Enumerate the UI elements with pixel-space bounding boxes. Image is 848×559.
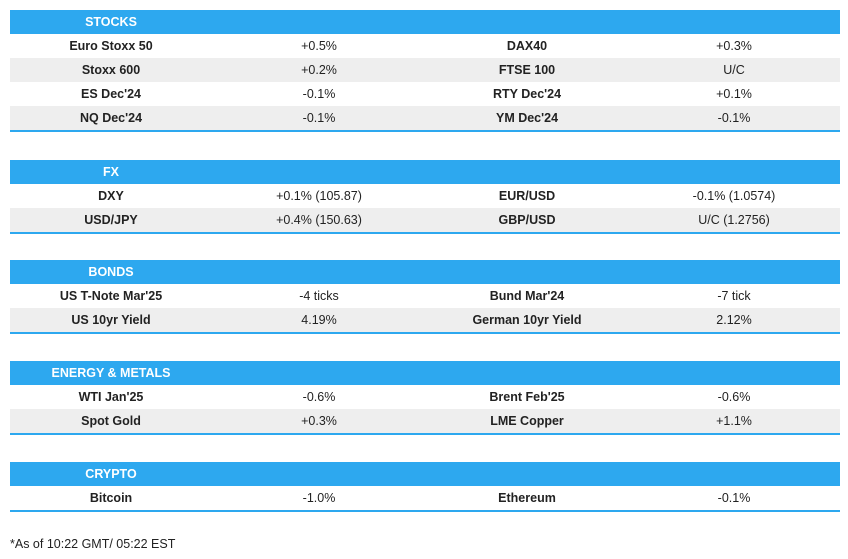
instrument-name: US T-Note Mar'25 xyxy=(59,289,163,303)
section-title: CRYPTO xyxy=(85,467,137,481)
table-row: Stoxx 600 +0.2% FTSE 100 U/C xyxy=(10,58,840,82)
instrument-change: -0.1% xyxy=(302,87,336,101)
table-row: NQ Dec'24 -0.1% YM Dec'24 -0.1% xyxy=(10,106,840,130)
instrument-name: EUR/USD xyxy=(498,189,556,203)
section-title: BONDS xyxy=(88,265,134,279)
table-row: Euro Stoxx 50 +0.5% DAX40 +0.3% xyxy=(10,34,840,58)
section-header: ENERGY & METALS xyxy=(10,361,840,385)
instrument-change: -4 ticks xyxy=(299,289,339,303)
instrument-change: -0.1% xyxy=(717,111,751,125)
instrument-change: -1.0% xyxy=(302,491,336,505)
section-header: CRYPTO xyxy=(10,462,840,486)
instrument-change: -0.1% xyxy=(717,491,751,505)
section-title: STOCKS xyxy=(85,15,137,29)
instrument-name: RTY Dec'24 xyxy=(492,87,562,101)
table-row: WTI Jan'25 -0.6% Brent Feb'25 -0.6% xyxy=(10,385,840,409)
bonds-section: BONDS US T-Note Mar'25 -4 ticks Bund Mar… xyxy=(10,260,840,334)
table-row: US T-Note Mar'25 -4 ticks Bund Mar'24 -7… xyxy=(10,284,840,308)
section-divider xyxy=(10,433,840,435)
instrument-change: 4.19% xyxy=(301,313,337,327)
section-header: STOCKS xyxy=(10,10,840,34)
table-row: Bitcoin -1.0% Ethereum -0.1% xyxy=(10,486,840,510)
section-divider xyxy=(10,332,840,334)
instrument-name: Bund Mar'24 xyxy=(489,289,565,303)
instrument-change: -0.6% xyxy=(717,390,751,404)
section-divider xyxy=(10,232,840,234)
instrument-change: +1.1% xyxy=(716,414,752,428)
instrument-name: LME Copper xyxy=(490,414,564,428)
instrument-name: Euro Stoxx 50 xyxy=(69,39,153,53)
instrument-name: ES Dec'24 xyxy=(81,87,141,101)
crypto-section: CRYPTO Bitcoin -1.0% Ethereum -0.1% xyxy=(10,462,840,512)
section-header: FX xyxy=(10,160,840,184)
instrument-name: DXY xyxy=(98,189,124,203)
instrument-name: German 10yr Yield xyxy=(472,313,582,327)
instrument-name: FTSE 100 xyxy=(498,63,556,77)
instrument-change: 2.12% xyxy=(716,313,752,327)
section-title: FX xyxy=(103,165,119,179)
instrument-name: USD/JPY xyxy=(84,213,138,227)
instrument-name: Ethereum xyxy=(498,491,556,505)
instrument-change: -0.6% xyxy=(302,390,336,404)
instrument-name: WTI Jan'25 xyxy=(78,390,144,404)
stocks-section: STOCKS Euro Stoxx 50 +0.5% DAX40 +0.3% S… xyxy=(10,10,840,132)
instrument-name: Stoxx 600 xyxy=(81,63,141,77)
instrument-change: +0.1% xyxy=(716,87,752,101)
instrument-name: Spot Gold xyxy=(81,414,141,428)
energy-metals-section: ENERGY & METALS WTI Jan'25 -0.6% Brent F… xyxy=(10,361,840,435)
instrument-change: -7 tick xyxy=(717,289,751,303)
instrument-change: +0.5% xyxy=(301,39,337,53)
instrument-name: US 10yr Yield xyxy=(71,313,151,327)
instrument-change: +0.3% xyxy=(301,414,337,428)
instrument-name: GBP/USD xyxy=(498,213,556,227)
table-row: ES Dec'24 -0.1% RTY Dec'24 +0.1% xyxy=(10,82,840,106)
section-divider xyxy=(10,130,840,132)
instrument-name: YM Dec'24 xyxy=(495,111,559,125)
instrument-change: +0.4% (150.63) xyxy=(276,213,362,227)
table-row: USD/JPY +0.4% (150.63) GBP/USD U/C (1.27… xyxy=(10,208,840,232)
instrument-change: +0.3% xyxy=(716,39,752,53)
instrument-change: -0.1% xyxy=(302,111,336,125)
instrument-change: U/C (1.2756) xyxy=(698,213,770,227)
table-row: Spot Gold +0.3% LME Copper +1.1% xyxy=(10,409,840,433)
table-row: DXY +0.1% (105.87) EUR/USD -0.1% (1.0574… xyxy=(10,184,840,208)
section-divider xyxy=(10,510,840,512)
instrument-change: U/C xyxy=(723,63,745,77)
fx-section: FX DXY +0.1% (105.87) EUR/USD -0.1% (1.0… xyxy=(10,160,840,234)
instrument-name: DAX40 xyxy=(506,39,548,53)
instrument-change: -0.1% (1.0574) xyxy=(692,189,776,203)
section-title: ENERGY & METALS xyxy=(51,366,171,380)
instrument-name: NQ Dec'24 xyxy=(79,111,143,125)
table-row: US 10yr Yield 4.19% German 10yr Yield 2.… xyxy=(10,308,840,332)
instrument-change: +0.2% xyxy=(301,63,337,77)
section-header: BONDS xyxy=(10,260,840,284)
instrument-name: Brent Feb'25 xyxy=(489,390,565,404)
timestamp-footnote: *As of 10:22 GMT/ 05:22 EST xyxy=(10,537,176,551)
instrument-change: +0.1% (105.87) xyxy=(276,189,362,203)
instrument-name: Bitcoin xyxy=(89,491,133,505)
